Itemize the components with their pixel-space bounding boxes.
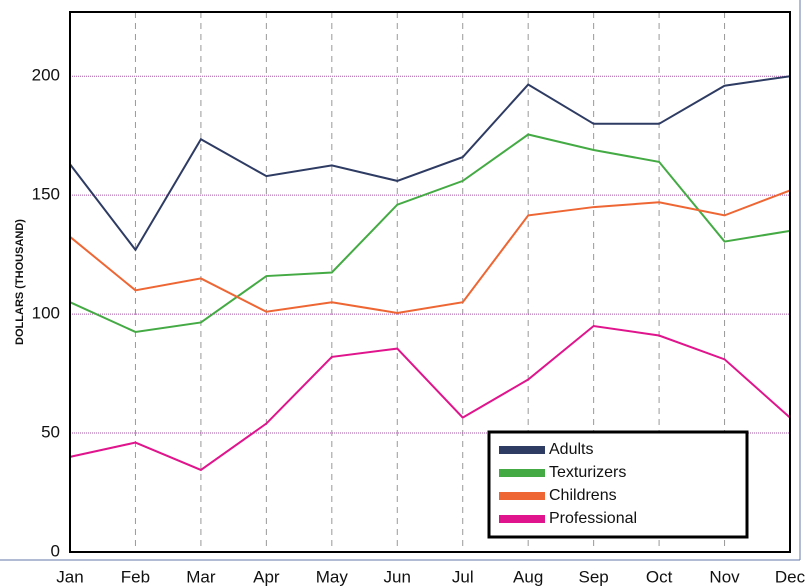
legend-label: Adults [549,441,593,458]
legend-label: Texturizers [549,464,626,481]
x-tick-label: May [316,567,349,586]
legend-swatch [499,446,545,454]
x-tick-label: Mar [186,567,216,586]
x-tick-label: Oct [646,567,673,586]
y-tick-label: 50 [41,423,60,442]
legend-label: Childrens [549,487,617,504]
legend-label: Professional [549,510,637,527]
x-tick-label: Sep [579,567,609,586]
plot-border [69,11,791,553]
line-series [69,133,791,333]
x-tick-label: Jan [56,567,83,586]
legend-swatch [499,492,545,500]
x-tick-label: Dec [775,567,806,586]
x-tick-label: Jul [452,567,474,586]
y-tick-label: 0 [51,541,60,560]
x-tick-label: Apr [253,567,280,586]
y-tick-label: 200 [32,66,60,85]
x-tick-label: Feb [121,567,150,586]
line-series [69,189,791,314]
y-axis-label: DOLLARS (THOUSAND) [14,219,26,345]
line-series [69,324,791,472]
legend-swatch [499,469,545,477]
line-series [69,75,791,252]
y-tick-label: 150 [32,185,60,204]
y-tick-label: 100 [32,304,60,323]
x-tick-label: Jun [384,567,411,586]
legend-swatch [499,515,545,523]
x-tick-label: Aug [513,567,543,586]
x-tick-label: Nov [709,567,740,586]
